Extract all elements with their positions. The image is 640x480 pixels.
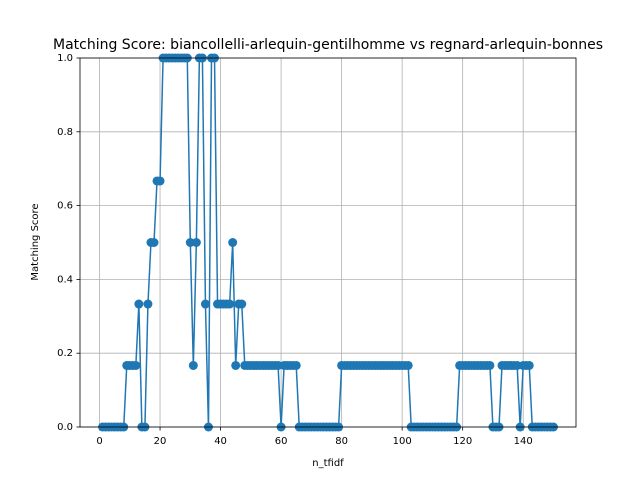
x-tick-label: 60 [275, 436, 288, 447]
point [143, 299, 153, 309]
x-tick-label: 40 [214, 436, 227, 447]
x-tick-label: 20 [154, 436, 167, 447]
point [524, 360, 534, 370]
x-tick-label: 0 [96, 436, 102, 447]
point [231, 360, 241, 370]
point [485, 360, 495, 370]
y-tick-label: 0.4 [57, 274, 73, 285]
point [291, 360, 301, 370]
x-tick-label: 140 [514, 436, 533, 447]
point [155, 176, 165, 186]
point [134, 299, 144, 309]
point [403, 360, 413, 370]
point [225, 299, 235, 309]
point [188, 360, 198, 370]
x-tick-label: 100 [393, 436, 412, 447]
point [237, 299, 247, 309]
x-tick-label: 120 [453, 436, 472, 447]
point [191, 238, 201, 247]
y-tick-label: 1.0 [57, 53, 73, 64]
y-tick-label: 0.0 [57, 422, 73, 433]
chart-title: Matching Score: biancollelli-arlequin-ge… [53, 37, 603, 53]
point [228, 238, 238, 247]
point [200, 299, 210, 309]
y-tick-label: 0.8 [57, 127, 73, 138]
y-tick-label: 0.2 [57, 348, 73, 359]
point [131, 360, 141, 370]
point [149, 238, 159, 247]
x-axis-label: n_tfidf [312, 458, 344, 469]
y-axis-label: Matching Score [30, 203, 41, 280]
x-tick-label: 80 [335, 436, 348, 447]
y-tick-label: 0.6 [57, 201, 73, 212]
plot-frame [79, 57, 577, 428]
